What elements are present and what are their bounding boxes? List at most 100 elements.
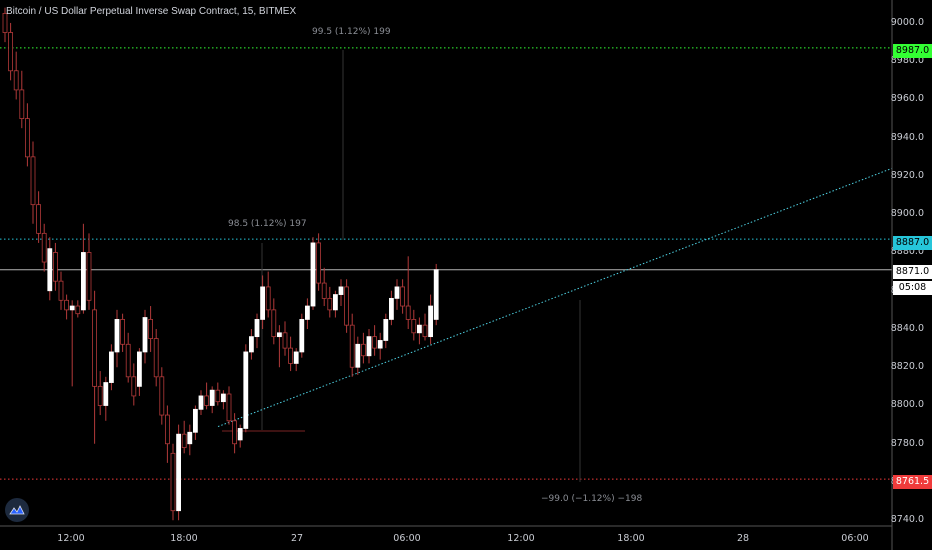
candle-body [170, 452, 176, 512]
candle-body [97, 385, 103, 406]
candle-body [248, 336, 254, 353]
time-tick-label: 06:00 [841, 533, 869, 544]
candle-body [243, 351, 249, 429]
candle-body [226, 393, 232, 422]
candle-body [321, 282, 327, 299]
time-tick-label: 06:00 [393, 533, 421, 544]
horizontal-levels [0, 47, 892, 482]
candle-body [271, 309, 277, 338]
candle-body [332, 294, 338, 311]
candle-body [120, 319, 125, 345]
candle-body [136, 351, 142, 387]
candle-body [360, 343, 366, 357]
chart-title: Bitcoin / US Dollar Perpetual Inverse Sw… [6, 6, 297, 17]
price-tick-label: 9000.0 [890, 16, 924, 28]
price-tag-lower-level: 8761.5 [893, 475, 932, 489]
candle-body [19, 89, 25, 119]
candle-body [388, 297, 394, 320]
candle-body [64, 299, 69, 311]
candle-body [8, 32, 14, 72]
price-tick-label: 8900.0 [890, 208, 924, 220]
price-tag-current: 8871.0 [893, 265, 932, 279]
candle-body [41, 232, 47, 263]
candle-body [293, 351, 299, 364]
price-tick-label: 8960.0 [890, 93, 924, 105]
candle-body [310, 242, 316, 307]
candle-body [265, 286, 271, 311]
candles [2, 7, 439, 521]
price-tick-label: 8880.0 [890, 246, 924, 258]
price-tag-top-level: 8987.0 [893, 44, 932, 58]
candle-body [114, 319, 120, 353]
candle-body [142, 317, 148, 353]
tradingview-logo-icon[interactable] [5, 498, 29, 522]
candle-body [215, 389, 221, 403]
candle-body [260, 286, 266, 320]
price-tick-label: 8740.0 [890, 514, 924, 526]
candle-body [327, 297, 333, 311]
candle-body [164, 414, 170, 445]
candle-body [344, 286, 350, 326]
candle-body [400, 286, 406, 307]
candle-body [153, 338, 159, 378]
candle-body [377, 340, 383, 349]
candle-body [394, 286, 400, 299]
time-tick-label: 18:00 [170, 533, 198, 544]
candle-body [349, 324, 355, 368]
candle-body [109, 351, 114, 383]
price-tick-label: 8980.0 [890, 55, 924, 67]
candle-body [372, 336, 378, 349]
candle-body [411, 319, 417, 334]
candle-body [355, 343, 361, 368]
candle-body [58, 280, 64, 301]
candle-body [288, 347, 294, 364]
bar-countdown: 05:08 [893, 281, 932, 295]
time-tick-label: 27 [290, 533, 304, 544]
candle-body [304, 305, 310, 320]
candle-body [232, 420, 238, 445]
price-tick-label: 8940.0 [890, 131, 924, 143]
time-tick-label: 28 [736, 533, 750, 544]
candle-body [13, 70, 19, 91]
candle-body [125, 343, 131, 378]
price-tag-upper-level: 8887.0 [893, 236, 932, 250]
ascending-trendline [217, 167, 893, 428]
candle-body [316, 242, 322, 284]
candle-body [192, 408, 198, 433]
candle-body [276, 332, 282, 338]
candle-body [30, 156, 36, 206]
candle-body [209, 389, 215, 406]
candle-body [176, 433, 182, 512]
candle-body [428, 305, 434, 338]
candle-body [338, 286, 344, 295]
candle-body [433, 269, 439, 320]
candle-body [187, 431, 193, 445]
price-tick-label: 8780.0 [890, 437, 924, 449]
candle-body [103, 382, 109, 406]
candle-body [204, 395, 210, 406]
price-tick-label: 8800.0 [890, 399, 924, 411]
measurement-label-top: 99.5 (1.12%) 199 [312, 27, 391, 37]
time-tick-label: 12:00 [507, 533, 535, 544]
candle-body [405, 305, 411, 320]
price-tick-label: 8840.0 [890, 322, 924, 334]
candle-body [92, 309, 97, 387]
measurement-label-bottom: −99.0 (−1.12%) −198 [541, 494, 643, 504]
candle-body [36, 204, 41, 234]
candle-body [422, 324, 428, 338]
candle-body [198, 395, 204, 410]
candle-body [237, 428, 243, 441]
candle-body [220, 393, 226, 403]
candle-body [131, 376, 137, 397]
candle-body [159, 376, 165, 416]
trendline-layer [217, 167, 893, 428]
time-tick-label: 12:00 [57, 533, 85, 544]
candle-body [75, 305, 81, 315]
candle-body [53, 252, 58, 282]
candle-body [366, 336, 372, 357]
time-tick-label: 18:00 [617, 533, 645, 544]
candle-body [86, 252, 92, 301]
candle-body [282, 332, 288, 349]
price-tick-label: 8820.0 [890, 361, 924, 373]
